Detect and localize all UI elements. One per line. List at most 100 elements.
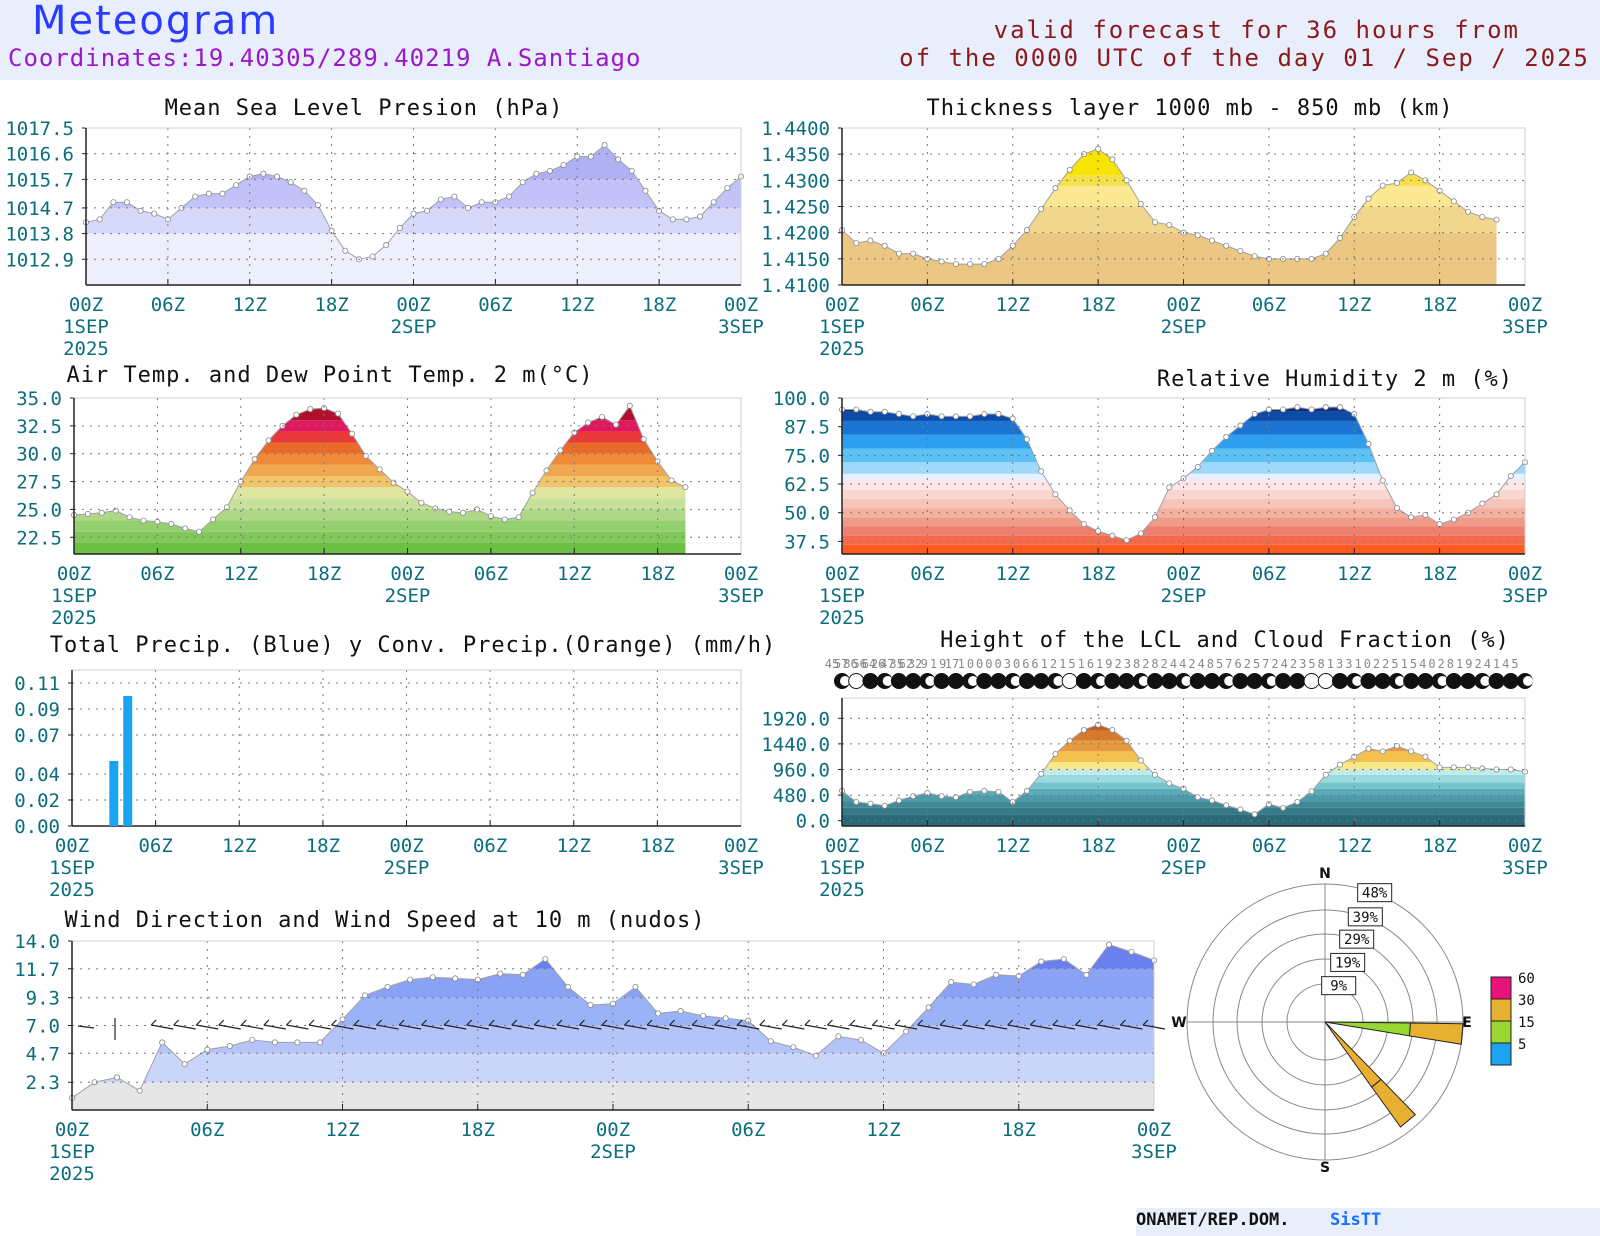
temp-point: [348, 430, 355, 437]
temp-xtick-label: 00Z: [57, 563, 91, 585]
cloud-fraction-icon: [1317, 673, 1334, 689]
lcl-point: [1194, 794, 1201, 801]
wind-barb-flag: [736, 1019, 743, 1026]
wind-point: [136, 1087, 143, 1094]
thickness-point: [1166, 221, 1173, 228]
temp-xtick-label: 00Z: [724, 563, 758, 585]
footer-org: ONAMET/REP.DOM.: [1136, 1210, 1290, 1230]
thickness-xtick-label: 12Z: [996, 294, 1030, 316]
rh-day-label: 2SEP: [1161, 585, 1207, 607]
thickness-point: [1251, 253, 1258, 260]
temp-point: [293, 411, 300, 418]
wind-barb-flag: [917, 1019, 924, 1026]
wind-rose-ring-label-box: [1347, 907, 1383, 927]
rh-point: [1109, 532, 1116, 539]
wind-barb-flag: [466, 1019, 473, 1026]
thickness-year-label: 2025: [819, 338, 865, 360]
temp-point: [390, 479, 397, 486]
lcl-point: [853, 799, 860, 806]
mslp-point: [314, 202, 321, 209]
rh-band: [842, 535, 1525, 545]
wind-barb: [827, 1024, 850, 1030]
wind-barb: [173, 1024, 196, 1030]
thickness-ytick-label: 1.4300: [761, 170, 830, 192]
page-title: Meteogram: [32, 0, 280, 44]
cloud-fraction-label: 6: [1031, 657, 1038, 671]
precip-year-label: 2025: [49, 879, 95, 901]
lcl-band: [842, 788, 1525, 796]
lcl-point: [981, 787, 988, 794]
lcl-year-label: 2025: [819, 879, 865, 901]
rh-point: [1493, 491, 1500, 498]
temp-day-label: 3SEP: [718, 585, 764, 607]
lcl-ytick-label: 1440.0: [761, 734, 830, 756]
mslp-point: [519, 179, 526, 186]
temp-year-label: 2025: [51, 607, 97, 629]
cloud-fraction-icon-phase: [882, 676, 893, 686]
rh-point: [1166, 484, 1173, 491]
cloud-fraction-label: 2: [1373, 657, 1380, 671]
lcl-point: [1208, 797, 1215, 804]
mslp-xtick-label: 00Z: [396, 294, 430, 316]
cloud-fraction-label: 4: [1419, 657, 1426, 671]
lcl-point: [1265, 801, 1272, 808]
lcl-point: [1023, 787, 1030, 794]
rh-point: [1066, 507, 1073, 514]
cloud-fraction-icon: [1203, 673, 1220, 689]
lcl-xtick-label: 00Z: [825, 835, 859, 857]
wind-point: [294, 1039, 301, 1046]
wind-point: [857, 1036, 864, 1043]
cloud-fraction-icon: [1118, 673, 1135, 689]
wind-point: [1038, 958, 1045, 965]
wind-barbs: [77, 1018, 1166, 1040]
mslp-point: [533, 170, 540, 177]
cloud-fraction-icon-phase: [1138, 676, 1149, 686]
precip-day-label: 3SEP: [718, 857, 764, 879]
wind-barb-flag: [353, 1019, 360, 1026]
rh-point: [1023, 436, 1030, 443]
wind-xtick-label: 00Z: [55, 1119, 89, 1141]
valid-forecast-line1: valid forecast for 36 hours from: [993, 16, 1520, 44]
thickness-xtick-label: 00Z: [1166, 294, 1200, 316]
wind-point: [497, 970, 504, 977]
thickness-ytick-label: 1.4250: [761, 197, 830, 219]
rh-band: [842, 508, 1525, 518]
wind-point: [542, 956, 549, 963]
wind-rose-ring-label-box: [1339, 929, 1375, 949]
cloud-fraction-label: 9: [1105, 657, 1112, 671]
rh-point: [952, 413, 959, 420]
wind-point: [362, 992, 369, 999]
mslp-point: [478, 199, 485, 206]
thickness-point: [1237, 247, 1244, 254]
temp-point: [640, 436, 647, 443]
mslp-point: [710, 199, 717, 206]
wind-barb: [872, 1024, 895, 1030]
wind-barb-flag: [579, 1019, 585, 1026]
lcl-point: [1450, 764, 1457, 771]
rh-ytick-label: 100.0: [773, 388, 830, 410]
rh-title: Relative Humidity 2 m (%): [1157, 367, 1513, 392]
cloud-fraction-label: 0: [995, 657, 1002, 671]
cloud-fraction-label: 5: [1391, 657, 1398, 671]
thickness-point: [867, 237, 874, 244]
thickness-point: [1408, 169, 1415, 176]
rh-point: [1294, 404, 1301, 411]
lcl-point: [1436, 764, 1443, 771]
wind-rose-petal: [1324, 1021, 1412, 1037]
wind-barb-flag: [376, 1019, 383, 1026]
mslp-point: [301, 187, 308, 194]
lcl-point: [1280, 804, 1287, 811]
cloud-fraction-icon: [1417, 673, 1434, 689]
cloud-fraction-icon-phase: [1394, 676, 1405, 686]
thickness-point: [967, 261, 974, 268]
wind-barb-flag: [1007, 1019, 1014, 1026]
cloud-fraction-icon-phase: [1010, 676, 1021, 686]
cloud-fraction-icon-phase: [1480, 676, 1491, 686]
temp-point: [251, 456, 258, 463]
coordinates-text: Coordinates:19.40305/289.40219 A.Santiag…: [8, 44, 642, 72]
rh-point: [1237, 422, 1244, 429]
lcl-point: [967, 788, 974, 795]
wind-ytick-label: 14.0: [14, 931, 60, 953]
thickness-title: Thickness layer 1000 mb - 850 mb (km): [926, 96, 1453, 121]
wind-point: [632, 983, 639, 990]
